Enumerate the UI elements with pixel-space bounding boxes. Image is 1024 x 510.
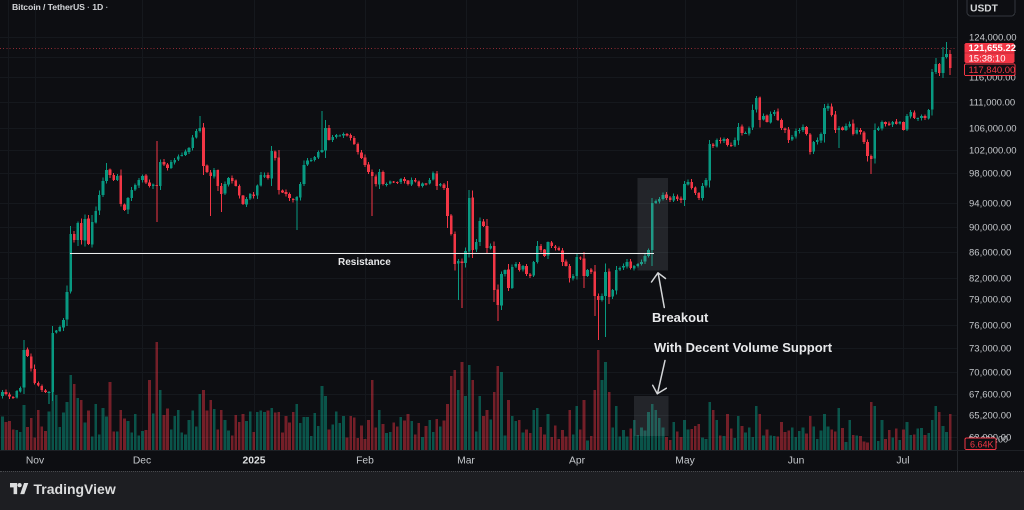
svg-text:USDT: USDT	[970, 4, 999, 15]
svg-text:102,000.00: 102,000.00	[969, 146, 1017, 157]
svg-text:116,000.00: 116,000.00	[969, 73, 1016, 84]
svg-text:111,000.00: 111,000.00	[969, 98, 1015, 109]
svg-text:Resistance: Resistance	[338, 257, 391, 268]
svg-text:Bitcoin / TetherUS · 1D ·: Bitcoin / TetherUS · 1D ·	[12, 2, 108, 12]
svg-text:67,600.00: 67,600.00	[969, 390, 1011, 401]
svg-text:70,000.00: 70,000.00	[969, 368, 1011, 379]
svg-text:121,655.22: 121,655.22	[969, 43, 1017, 54]
svg-text:Jun: Jun	[788, 456, 805, 467]
svg-text:79,000.00: 79,000.00	[969, 295, 1011, 306]
svg-text:73,000.00: 73,000.00	[969, 344, 1011, 355]
svg-text:Nov: Nov	[26, 456, 45, 467]
svg-text:Apr: Apr	[569, 456, 586, 467]
svg-text:With Decent Volume Support: With Decent Volume Support	[654, 340, 833, 355]
svg-text:65,200.00: 65,200.00	[969, 411, 1011, 422]
svg-text:94,000.00: 94,000.00	[969, 199, 1011, 210]
svg-text:2025: 2025	[243, 456, 266, 467]
svg-text:82,000.00: 82,000.00	[969, 274, 1011, 285]
svg-text:98,000.00: 98,000.00	[969, 169, 1011, 180]
svg-text:86,000.00: 86,000.00	[969, 248, 1011, 259]
svg-text:90,000.00: 90,000.00	[969, 223, 1011, 234]
svg-text:106,000.00: 106,000.00	[969, 124, 1017, 135]
svg-text:117,840.00: 117,840.00	[969, 65, 1016, 76]
svg-text:15:38:10: 15:38:10	[969, 54, 1006, 65]
svg-text:124,000.00: 124,000.00	[969, 33, 1017, 44]
svg-text:Mar: Mar	[457, 456, 475, 467]
svg-text:May: May	[675, 456, 695, 467]
svg-text:Jul: Jul	[896, 456, 909, 467]
svg-text:Dec: Dec	[133, 456, 151, 467]
svg-text:Feb: Feb	[356, 456, 374, 467]
svg-text:Breakout: Breakout	[652, 310, 709, 325]
svg-text:6.64K: 6.64K	[970, 440, 994, 450]
svg-text:76,000.00: 76,000.00	[969, 321, 1011, 332]
